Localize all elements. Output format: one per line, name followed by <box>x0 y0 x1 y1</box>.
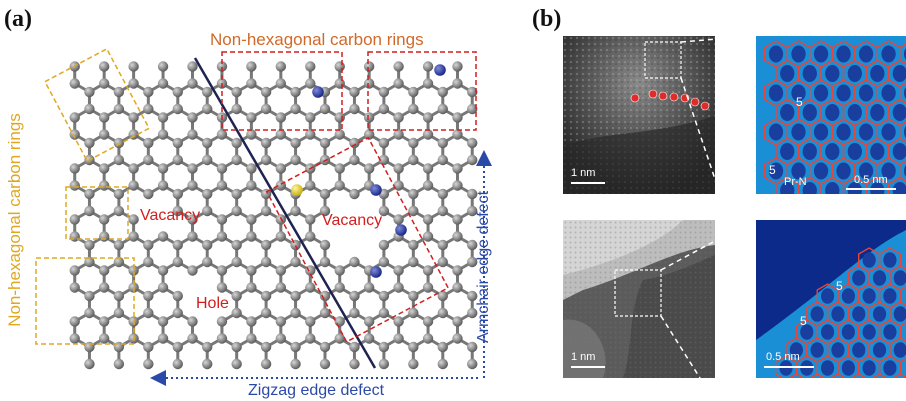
hole-label: Hole <box>196 295 229 312</box>
side-label: Non-hexagonal carbon rings <box>5 113 24 327</box>
ring5-label-bot2: 5 <box>800 314 807 328</box>
scale-bar-br <box>764 366 814 368</box>
scale-label-br: 0.5 nm <box>766 351 800 363</box>
zigzag-label: Zigzag edge defect <box>248 382 385 399</box>
scale-label-bl: 1 nm <box>571 351 596 363</box>
pr-n-label: Pr-N <box>784 176 807 188</box>
heatmap-bottom-right: 5 5 0.5 nm <box>756 220 906 378</box>
ring5-label-top2: 5 <box>769 163 776 177</box>
stem-image-bottom-left: 1 nm <box>563 220 715 378</box>
panel-b-label: (b) <box>532 6 562 32</box>
graphene-defect-model <box>35 47 492 386</box>
orange-box-top-left <box>43 47 151 163</box>
stem-image-top-left: 1 nm <box>563 36 715 194</box>
ring5-label-top: 5 <box>796 95 803 109</box>
scale-bar-tl <box>571 182 605 184</box>
diagonal-cut-line <box>193 57 377 369</box>
vacancy-left-label: Vacancy <box>140 207 201 224</box>
ring5-label-bot: 5 <box>836 279 843 293</box>
armchair-label: Armchair edge defect <box>475 190 492 344</box>
yellow-box-left-mid <box>65 186 129 240</box>
heatmap-top-right: 5 5 Pr-N 0.5 nm <box>756 36 906 194</box>
vacancy-right-label: Vacancy <box>322 212 383 229</box>
top-label: Non-hexagonal carbon rings <box>210 30 424 49</box>
orange-box-right <box>367 51 477 131</box>
yellow-box-left-bottom <box>35 257 135 345</box>
scale-label-tl: 1 nm <box>571 167 596 179</box>
orange-box-middle <box>221 51 343 131</box>
scale-bar-tr <box>846 188 896 190</box>
red-box-rotated <box>265 136 450 343</box>
scale-label-tr: 0.5 nm <box>854 174 888 186</box>
scale-bar-bl <box>571 366 605 368</box>
panel-a-label: (a) <box>4 6 32 32</box>
